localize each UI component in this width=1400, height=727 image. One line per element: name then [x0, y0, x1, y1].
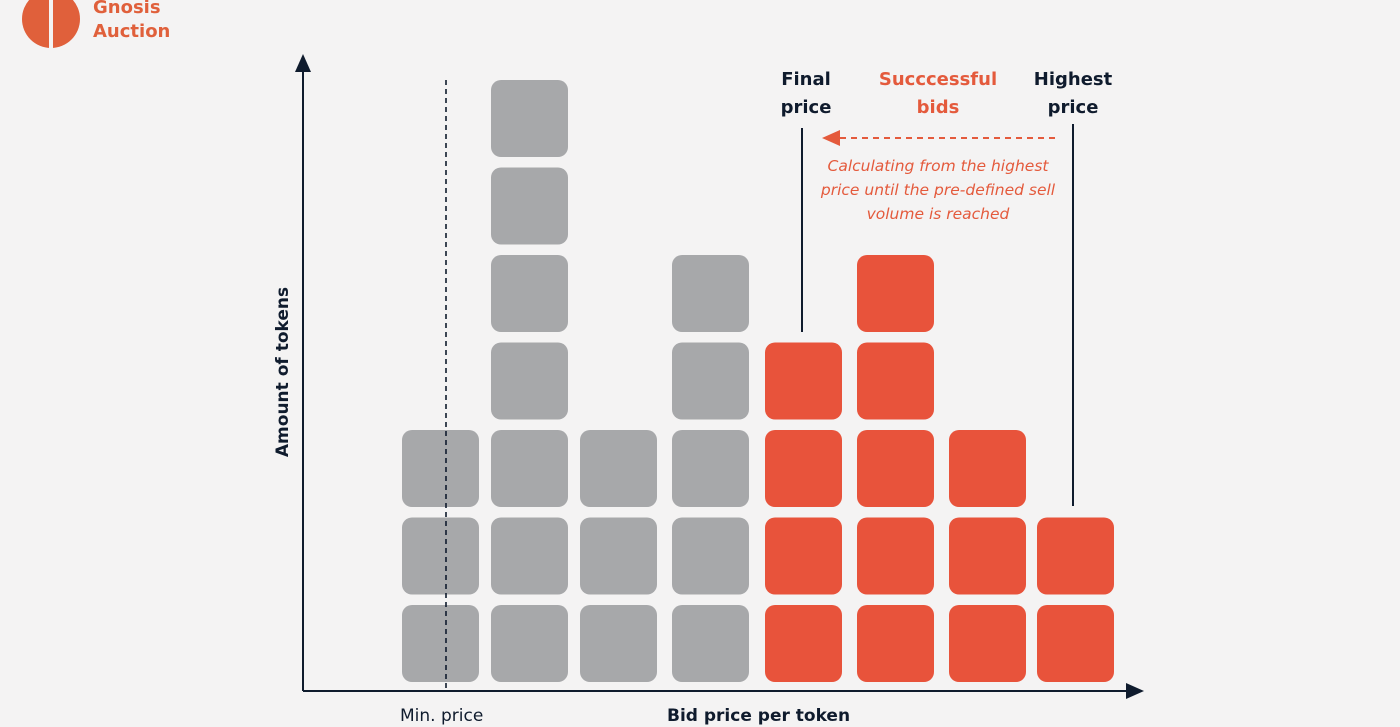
- unsuccessful-bid-block: [491, 430, 568, 507]
- successful-bids-label: Succcessful bids: [866, 66, 1010, 122]
- successful-bid-block: [857, 342, 934, 420]
- unsuccessful-bid-block: [672, 342, 749, 420]
- brand-line-1: Gnosis: [93, 0, 161, 18]
- min-price-label: Min. price: [400, 706, 484, 726]
- unsuccessful-bid-block: [580, 517, 657, 595]
- brand-line-2: Auction: [93, 21, 171, 42]
- successful-bid-block: [857, 255, 934, 332]
- highest-price-label-line-1: Highest: [1033, 69, 1113, 90]
- unsuccessful-bid-block: [672, 517, 749, 595]
- successful-bid-block: [857, 517, 934, 595]
- unsuccessful-bid-block: [402, 605, 479, 682]
- successful-bid-block: [765, 342, 842, 420]
- bid-blocks: [402, 80, 1114, 682]
- final-price-label-line-2: price: [780, 97, 832, 118]
- unsuccessful-bid-block: [672, 430, 749, 507]
- unsuccessful-bid-block: [672, 255, 749, 332]
- unsuccessful-bid-block: [491, 342, 568, 420]
- unsuccessful-bid-block: [402, 517, 479, 595]
- unsuccessful-bid-block: [491, 605, 568, 682]
- unsuccessful-bid-block: [491, 517, 568, 595]
- unsuccessful-bid-block: [491, 167, 568, 245]
- successful-bid-block: [765, 430, 842, 507]
- successful-bid-block: [857, 430, 934, 507]
- successful-bids-label-line-1: Succcessful: [878, 69, 998, 90]
- highest-price-label-line-2: price: [1047, 97, 1099, 118]
- calculation-note: Calculating from the highest price until…: [820, 157, 1056, 223]
- y-axis-label: Amount of tokens: [273, 286, 293, 458]
- successful-bid-block: [765, 605, 842, 682]
- x-axis-label: Bid price per token: [667, 706, 851, 726]
- highest-price-label: Highest price: [1026, 66, 1120, 122]
- gnosis-logo-icon: [22, 0, 80, 50]
- brand-name: Gnosis Auction: [93, 0, 170, 44]
- successful-bid-block: [1037, 605, 1114, 682]
- successful-bid-block: [857, 605, 934, 682]
- unsuccessful-bid-block: [580, 605, 657, 682]
- final-price-label-line-1: Final: [781, 69, 831, 90]
- unsuccessful-bid-block: [402, 430, 479, 507]
- successful-bid-block: [1037, 517, 1114, 595]
- unsuccessful-bid-block: [580, 430, 657, 507]
- unsuccessful-bid-block: [491, 80, 568, 157]
- unsuccessful-bid-block: [491, 255, 568, 332]
- successful-bid-block: [949, 605, 1026, 682]
- successful-bid-block: [949, 517, 1026, 595]
- unsuccessful-bid-block: [672, 605, 749, 682]
- successful-bids-label-line-2: bids: [916, 97, 960, 118]
- successful-bid-block: [765, 517, 842, 595]
- final-price-label: Final price: [766, 66, 846, 122]
- successful-bid-block: [949, 430, 1026, 507]
